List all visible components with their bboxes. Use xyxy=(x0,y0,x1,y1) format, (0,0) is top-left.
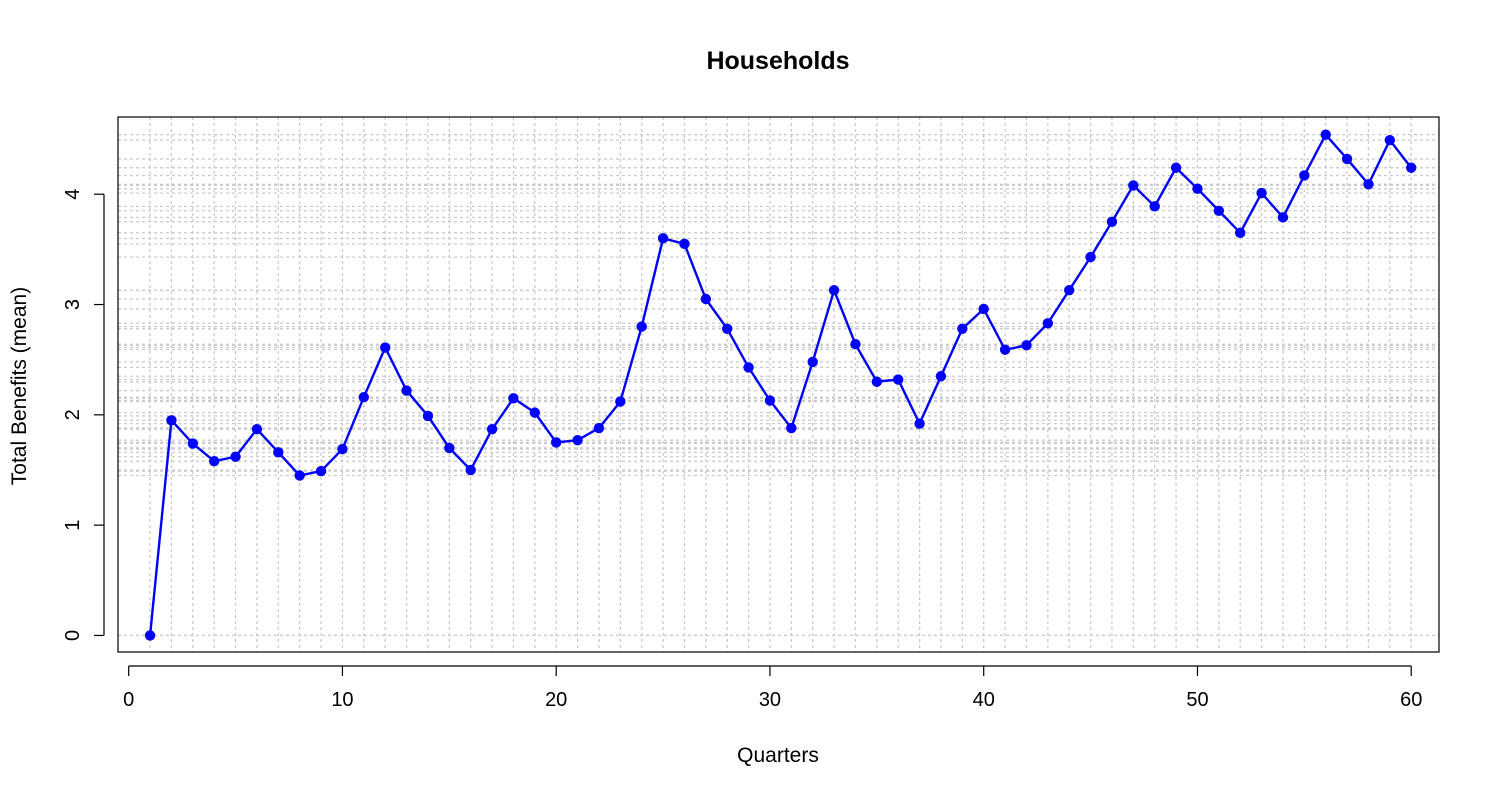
data-point xyxy=(401,385,412,396)
data-point xyxy=(315,465,327,477)
plot-frame xyxy=(117,116,1440,653)
y-tick-label: 2 xyxy=(62,409,84,420)
data-point xyxy=(1042,318,1054,329)
chart-title: Households xyxy=(706,47,849,75)
data-point xyxy=(1256,187,1267,199)
data-point xyxy=(230,451,241,462)
y-axis: 0 1 2 3 4 xyxy=(62,189,105,641)
data-point xyxy=(700,293,712,305)
data-point xyxy=(1106,216,1118,227)
x-tick-label: 40 xyxy=(973,689,995,711)
data-point xyxy=(764,395,776,406)
x-tick-label: 10 xyxy=(331,689,353,711)
data-point xyxy=(465,464,476,476)
data-point xyxy=(1213,205,1225,216)
data-point xyxy=(593,422,605,434)
data-point xyxy=(1363,179,1374,190)
data-point xyxy=(743,362,754,373)
data-point xyxy=(1192,183,1203,194)
data-point xyxy=(379,342,391,353)
data-point xyxy=(828,284,840,296)
data-point xyxy=(572,435,583,446)
data-point xyxy=(358,391,370,403)
data-point xyxy=(1021,340,1032,351)
data-point xyxy=(251,423,263,435)
data-point xyxy=(550,437,562,448)
x-axis-label: Quarters xyxy=(737,744,819,767)
data-point xyxy=(850,339,861,350)
x-tick-label: 0 xyxy=(123,689,134,711)
data-point xyxy=(273,447,284,458)
series-layer xyxy=(144,129,1417,641)
y-tick-label: 1 xyxy=(62,520,84,531)
data-point xyxy=(529,407,541,418)
data-point xyxy=(1064,284,1075,296)
data-point xyxy=(166,415,177,426)
x-tick-label: 20 xyxy=(545,689,567,711)
data-point xyxy=(999,344,1011,355)
data-point xyxy=(486,423,498,435)
data-point xyxy=(1384,134,1396,146)
data-point xyxy=(615,396,626,407)
grid-layer xyxy=(118,117,1439,652)
data-point xyxy=(1277,212,1289,223)
x-tick-label: 60 xyxy=(1400,689,1422,711)
data-point xyxy=(893,374,904,385)
y-tick-label: 3 xyxy=(62,299,84,310)
data-point xyxy=(1320,129,1331,140)
data-point xyxy=(957,323,968,334)
y-tick-label: 4 xyxy=(62,189,84,200)
data-point xyxy=(914,418,925,429)
data-point xyxy=(978,303,989,315)
data-point xyxy=(187,438,199,449)
data-point xyxy=(337,443,348,455)
data-point xyxy=(144,630,156,641)
data-point xyxy=(1235,227,1246,239)
data-point xyxy=(294,470,305,481)
data-point xyxy=(786,422,797,434)
data-point xyxy=(422,410,434,422)
data-point xyxy=(1341,153,1353,165)
x-tick-label: 50 xyxy=(1186,689,1208,711)
data-point xyxy=(1085,251,1096,263)
data-point xyxy=(679,238,690,250)
y-axis-label: Total Benefits (mean) xyxy=(8,287,31,485)
data-point xyxy=(657,233,669,244)
y-tick-label: 0 xyxy=(62,630,84,641)
data-point xyxy=(508,393,519,404)
data-point xyxy=(208,455,220,467)
data-point xyxy=(721,323,733,334)
data-point xyxy=(1406,162,1417,173)
data-point xyxy=(871,376,883,387)
data-point xyxy=(1299,170,1310,181)
x-axis: 0 10 20 30 40 50 60 xyxy=(123,665,1422,711)
data-point xyxy=(1149,201,1160,212)
data-point xyxy=(807,356,818,368)
data-point xyxy=(1170,162,1182,173)
data-point xyxy=(935,371,947,382)
x-tick-label: 30 xyxy=(759,689,781,711)
data-point xyxy=(444,442,455,454)
data-point xyxy=(636,321,647,332)
data-point xyxy=(1128,180,1139,191)
